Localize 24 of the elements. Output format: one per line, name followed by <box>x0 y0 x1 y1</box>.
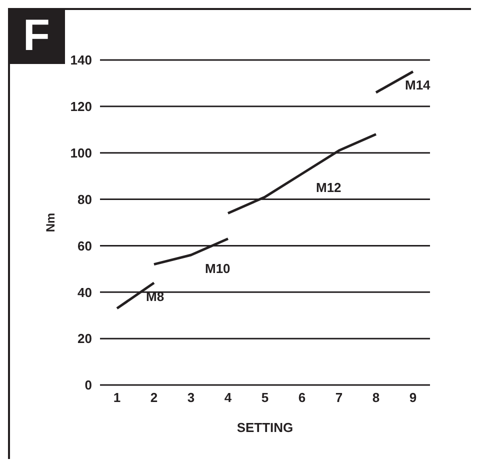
x-tick-label: 4 <box>224 390 232 406</box>
y-tick-label: 80 <box>78 192 92 207</box>
y-tick-label: 20 <box>78 331 92 346</box>
y-axis-title: Nm <box>43 212 58 232</box>
y-tick-label: 60 <box>78 238 92 254</box>
y-tick-label: 40 <box>78 284 92 300</box>
y-tick-label: 100 <box>70 145 92 160</box>
y-tick-label: 0 <box>84 378 92 393</box>
series-label: M10 <box>205 261 230 276</box>
series-label: M14 <box>405 78 432 93</box>
x-tick-label: 7 <box>335 390 343 406</box>
series-label: M12 <box>316 180 342 195</box>
series-label: M8 <box>146 288 164 304</box>
x-tick-label: 1 <box>113 390 121 406</box>
chart-title: F <box>8 8 65 64</box>
x-tick-label: 3 <box>187 390 195 406</box>
x-tick-label: 8 <box>372 390 380 406</box>
y-tick-label: 120 <box>70 99 92 114</box>
x-tick-label: 6 <box>298 390 306 406</box>
x-axis-title: SETTING <box>236 420 294 435</box>
x-tick-label: 9 <box>409 390 417 406</box>
x-tick-label: 2 <box>150 390 158 406</box>
y-tick-label: 140 <box>70 52 92 68</box>
x-tick-label: 5 <box>261 390 269 406</box>
